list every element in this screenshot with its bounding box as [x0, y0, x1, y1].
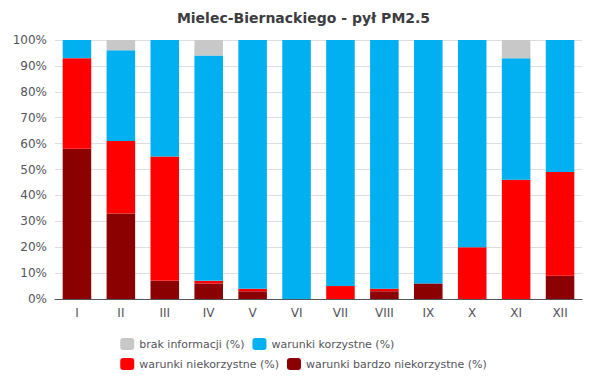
svg-text:IX: IX: [422, 306, 434, 320]
svg-text:warunki bardzo niekorzystne (%: warunki bardzo niekorzystne (%): [306, 358, 487, 371]
svg-text:10%: 10%: [20, 266, 47, 280]
svg-text:Mielec-Biernackiego - pył PM2.: Mielec-Biernackiego - pył PM2.5: [177, 10, 430, 26]
svg-text:60%: 60%: [20, 137, 47, 151]
svg-text:X: X: [468, 306, 476, 320]
svg-text:VII: VII: [333, 306, 348, 320]
svg-text:100%: 100%: [13, 33, 47, 47]
svg-text:80%: 80%: [20, 85, 47, 99]
svg-text:0%: 0%: [28, 292, 47, 306]
svg-text:V: V: [249, 306, 258, 320]
svg-text:VI: VI: [291, 306, 303, 320]
svg-text:I: I: [75, 306, 79, 320]
svg-text:warunki niekorzystne (%): warunki niekorzystne (%): [139, 358, 279, 371]
svg-text:warunki korzystne (%): warunki korzystne (%): [271, 338, 394, 351]
svg-text:40%: 40%: [20, 188, 47, 202]
svg-text:50%: 50%: [20, 163, 47, 177]
svg-text:XII: XII: [552, 306, 567, 320]
svg-text:70%: 70%: [20, 111, 47, 125]
svg-text:II: II: [117, 306, 124, 320]
svg-text:III: III: [159, 306, 170, 320]
svg-text:IV: IV: [203, 306, 216, 320]
svg-text:XI: XI: [510, 306, 522, 320]
svg-text:30%: 30%: [20, 214, 47, 228]
svg-text:20%: 20%: [20, 240, 47, 254]
svg-text:VIII: VIII: [375, 306, 394, 320]
svg-text:90%: 90%: [20, 59, 47, 73]
svg-text:brak informacji (%): brak informacji (%): [139, 338, 244, 351]
